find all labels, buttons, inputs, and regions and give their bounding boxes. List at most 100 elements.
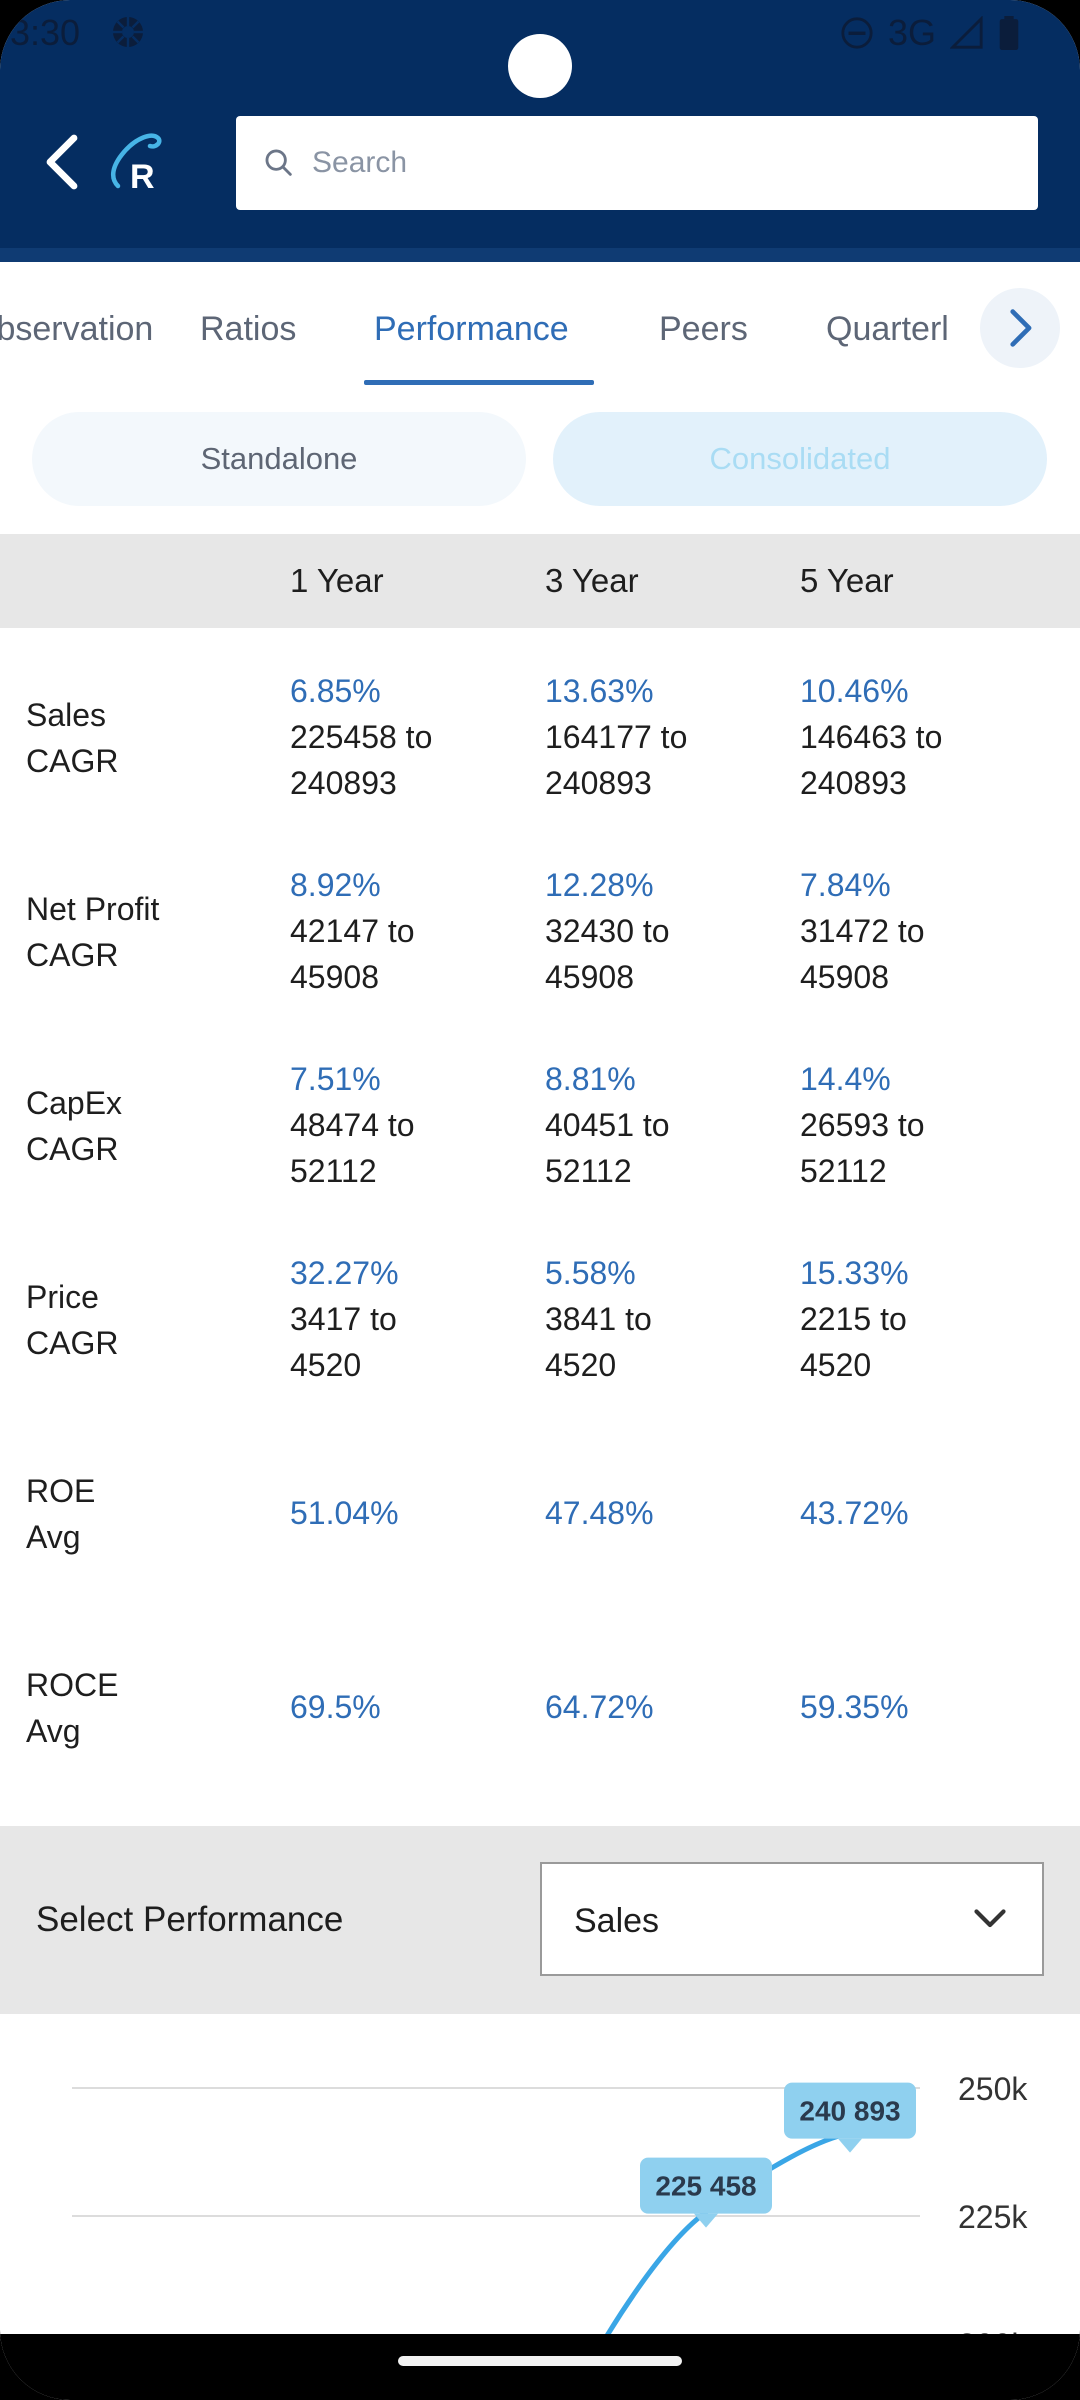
avg-value: 69.5% [290,1689,381,1725]
cagr-value: 7.51% [290,1061,381,1097]
range-from: 3417 to [290,1301,397,1337]
network-type: 3G [887,12,936,53]
range-to: 4520 [545,1347,617,1383]
chevron-down-icon [974,1909,1006,1928]
app-header: 3:30 3G [0,0,1080,248]
tabs-scroll-right-button[interactable] [980,288,1060,368]
data-point-tooltip[interactable]: 240 893 [784,2082,916,2153]
range-to: 45908 [290,959,379,995]
avg-value: 64.72% [545,1689,654,1725]
table-cell: 6.85% 225458 to 240893 [290,668,530,806]
cagr-value: 7.84% [800,867,891,903]
search-icon [265,149,292,176]
range-from: 32430 to [545,913,670,949]
status-icons: 3G [840,12,1020,54]
table-row-sales-cagr: Sales CAGR 6.85% 225458 to 240893 13.63%… [0,650,1080,844]
tab-ratios[interactable]: Ratios [200,310,297,348]
select-performance-bar: Select Performance Sales [0,1826,1080,2014]
avg-value: 51.04% [290,1495,399,1531]
range-from: 40451 to [545,1107,670,1143]
row-label-line1: Net Profit [26,891,160,927]
table-cell: 64.72% [545,1684,785,1730]
tab-performance[interactable]: Performance [374,310,569,348]
row-label-line2: Avg [26,1519,81,1555]
table-row-roe-avg: ROE Avg 51.04% 47.48% 43.72% [0,1426,1080,1620]
table-cell: 69.5% [290,1684,530,1730]
cagr-value: 12.28% [545,867,654,903]
cagr-value: 10.46% [800,673,909,709]
battery-icon [999,16,1019,50]
header-divider [0,248,1080,262]
range-from: 225458 to [290,719,433,755]
avg-value: 59.35% [800,1689,909,1725]
home-indicator[interactable] [398,2356,682,2366]
cagr-value: 5.58% [545,1255,636,1291]
range-from: 26593 to [800,1107,925,1143]
row-label: CapEx CAGR [26,1080,216,1172]
range-from: 2215 to [800,1301,907,1337]
standalone-button[interactable]: Standalone [32,412,526,506]
range-from: 42147 to [290,913,415,949]
table-cell: 47.48% [545,1490,785,1536]
cagr-value: 13.63% [545,673,654,709]
table-header: 1 Year 3 Year 5 Year [0,534,1080,628]
table-row-net-profit-cagr: Net Profit CAGR 8.92% 42147 to 45908 12.… [0,844,1080,1038]
row-label-line1: ROE [26,1473,96,1509]
table-cell: 51.04% [290,1490,530,1536]
tooltip-box [640,2157,772,2214]
back-arrow-icon[interactable] [40,132,84,192]
table-cell: 43.72% [800,1490,1040,1536]
cagr-value: 14.4% [800,1061,891,1097]
chevron-right-icon [1010,309,1032,347]
tab-observation[interactable]: Observation [0,310,154,348]
range-from: 146463 to [800,719,943,755]
range-to: 52112 [545,1153,632,1189]
row-label-line1: Price [26,1279,99,1315]
tooltip-pointer [838,2138,862,2153]
range-from: 164177 to [545,719,688,755]
do-not-disturb-icon [841,17,873,49]
data-point-tooltip[interactable]: 225 458 [640,2157,772,2228]
performance-dropdown-value: Sales [574,1902,660,1940]
tab-quarterly[interactable]: Quarterl [826,310,949,348]
row-label: Price CAGR [26,1274,216,1366]
select-performance-label: Select Performance [36,1900,344,1939]
row-label-line1: ROCE [26,1667,119,1703]
tab-peers[interactable]: Peers [659,310,748,348]
avg-value: 47.48% [545,1495,654,1531]
y-tick-label: 225k [958,2199,1028,2235]
table-cell: 8.92% 42147 to 45908 [290,862,530,1000]
performance-dropdown[interactable]: Sales [540,1862,1044,1976]
app-logo-icon: R [110,133,162,194]
table-cell: 14.4% 26593 to 52112 [800,1056,1040,1194]
y-tick-label: 200k [958,2327,1028,2334]
active-tab-indicator [364,380,594,385]
data-label: 240 893 [799,2096,900,2127]
tooltip-box [784,2082,916,2139]
column-header-1-year: 1 Year [290,562,384,599]
row-label-line2: CAGR [26,937,119,973]
table-row-roce-avg: ROCE Avg 69.5% 64.72% 59.35% [0,1620,1080,1814]
row-label-line1: Sales [26,697,107,733]
tab-bar: Observation Ratios Performance Peers Qua… [0,262,1080,388]
search-input[interactable]: Search [236,116,1038,210]
signal-icon [950,16,983,49]
y-tick-label: 250k [958,2071,1028,2107]
table-row-capex-cagr: CapEx CAGR 7.51% 48474 to 52112 8.81% 40… [0,1038,1080,1232]
row-label-line2: CAGR [26,1325,119,1361]
range-from: 48474 to [290,1107,415,1143]
range-to: 240893 [290,765,397,801]
cagr-value: 8.81% [545,1061,636,1097]
column-header-5-year: 5 Year [800,562,894,599]
table-cell: 13.63% 164177 to 240893 [545,668,785,806]
range-to: 4520 [290,1347,362,1383]
tooltip-pointer [694,2213,718,2228]
cagr-value: 6.85% [290,673,381,709]
svg-text:R: R [130,158,155,194]
search-placeholder: Search [312,146,408,179]
table-cell: 12.28% 32430 to 45908 [545,862,785,1000]
consolidated-button[interactable]: Consolidated [553,412,1047,506]
status-time: 3:30 [10,12,81,53]
table-cell: 5.58% 3841 to 4520 [545,1250,785,1388]
